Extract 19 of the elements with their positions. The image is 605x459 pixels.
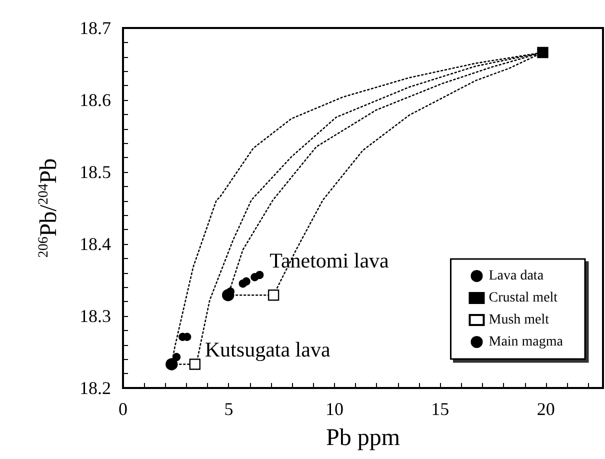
y-tick-label: 18.4 (80, 234, 111, 254)
y-tick-label: 18.7 (80, 18, 111, 38)
legend-label: Mush melt (488, 312, 550, 328)
x-tick-label: 15 (431, 399, 450, 419)
legend-label: Main magma (488, 334, 564, 350)
annotation: Kutsugata lava (204, 338, 331, 362)
y-tick-label: 18.3 (80, 306, 111, 326)
y-axis-title: 206Pb/204Pb (36, 158, 62, 258)
legend-label: Lava data (488, 268, 544, 284)
x-tick-label: 0 (118, 399, 128, 419)
x-axis-title: Pb ppm (326, 425, 400, 451)
x-tick-label: 5 (224, 399, 234, 419)
legend-label: Crustal melt (488, 290, 558, 306)
y-tick-label: 18.6 (80, 90, 111, 110)
y-tick-label: 18.5 (80, 162, 111, 182)
annotation: Tanetomi lava (270, 248, 390, 272)
x-tick-label: 10 (325, 399, 344, 419)
y-tick-label: 18.2 (80, 378, 111, 398)
x-tick-label: 20 (536, 399, 555, 419)
